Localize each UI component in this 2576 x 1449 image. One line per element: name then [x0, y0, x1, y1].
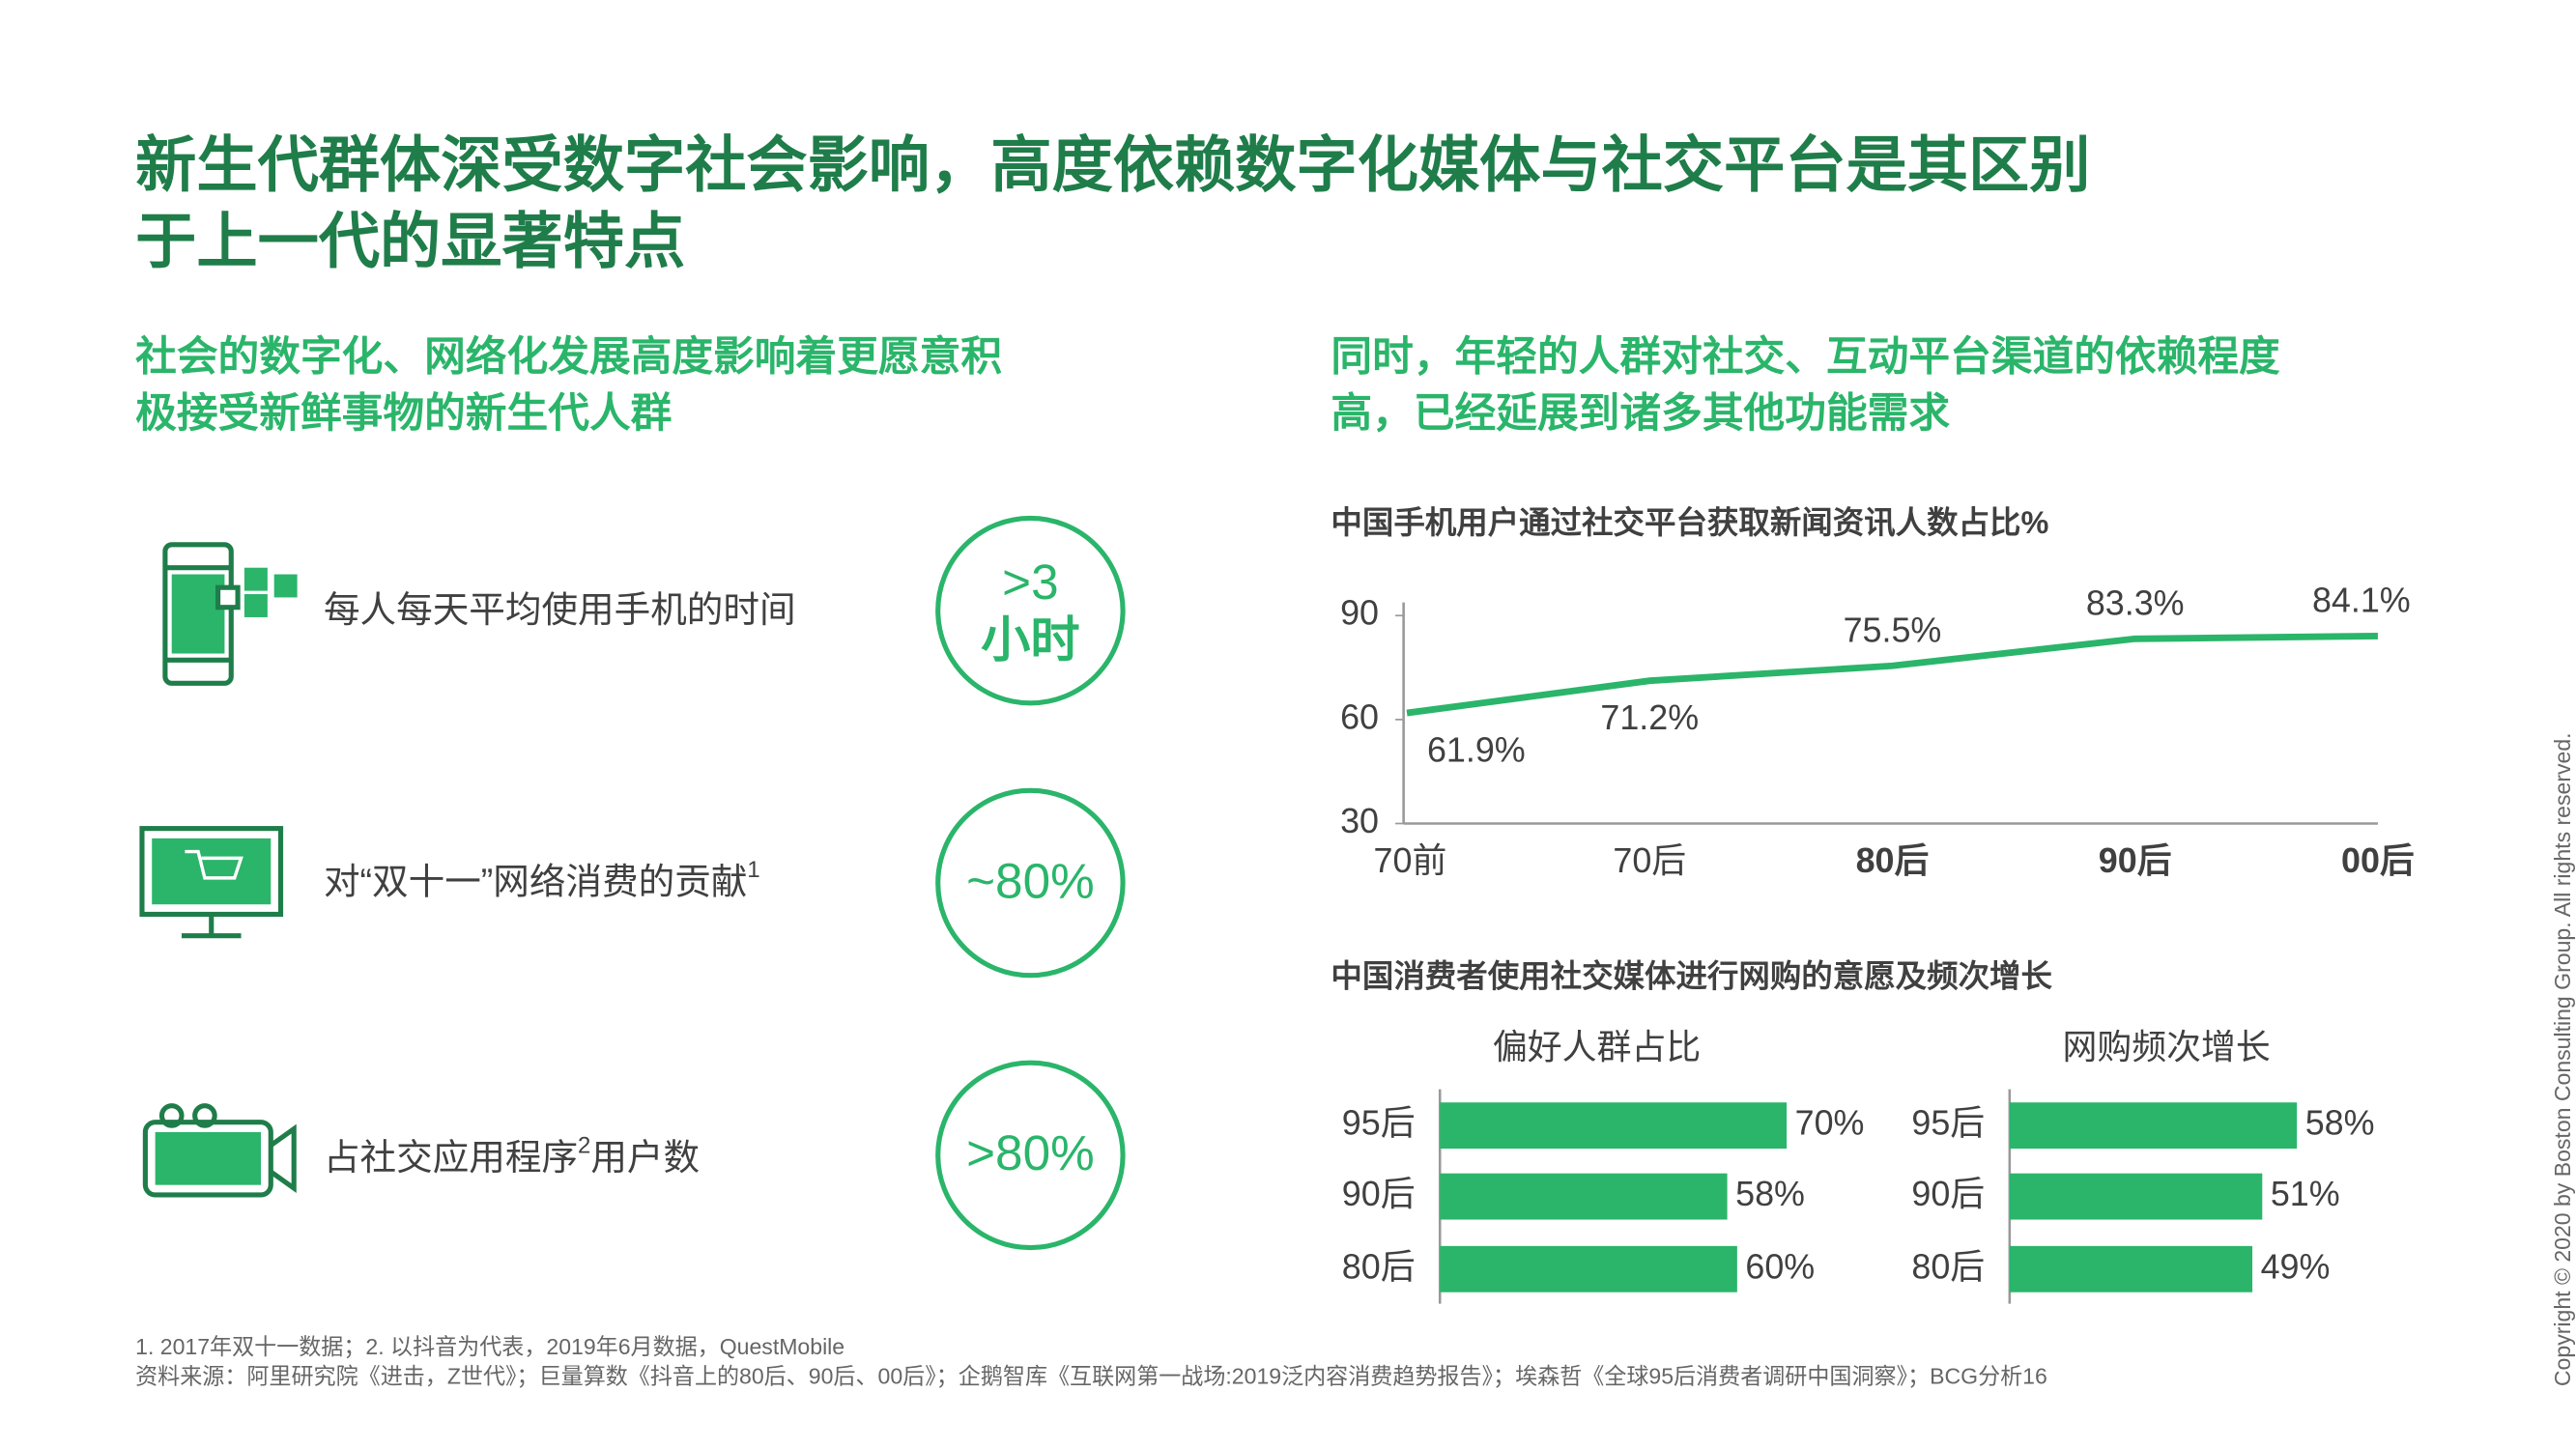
data-label: 84.1% — [2312, 582, 2411, 620]
bar — [2009, 1173, 2263, 1220]
item-text: 用户数 — [590, 1137, 700, 1178]
data-label: 71.2% — [1600, 698, 1699, 737]
bar — [2009, 1245, 2253, 1293]
monitor-icon — [139, 826, 284, 939]
subtitle: 同时，年轻的人群对社交、互动平台渠道的依赖程度 — [1331, 334, 2280, 381]
x-tick-label: 70后 — [1613, 841, 1686, 880]
ring — [935, 1060, 1126, 1251]
item-text: 占社交应用程序2用户数 — [324, 1133, 700, 1178]
x-tick-label: 70前 — [1374, 841, 1447, 880]
chart-title: 偏好人群占比 — [1493, 1028, 1701, 1066]
stat: >80% — [966, 1125, 1095, 1180]
stat: >3 — [1002, 554, 1058, 610]
item-text: 占社交应用程序 — [324, 1137, 578, 1178]
stat: ~80% — [966, 853, 1095, 908]
y-tick-label: 80后 — [1911, 1247, 1985, 1286]
page-number: 16 — [2022, 1364, 2047, 1389]
stat-unit: 小时 — [981, 612, 1080, 668]
y-tick-label: 95后 — [1911, 1104, 1985, 1143]
data-label: 51% — [2271, 1175, 2340, 1213]
item-text: 对“双十一”网络消费的贡献1 — [324, 857, 760, 901]
stat-rings — [935, 515, 1126, 1251]
item-text: 对“双十一”网络消费的贡献 — [324, 862, 747, 902]
data-label: 49% — [2261, 1247, 2331, 1286]
camera-icon — [142, 1103, 297, 1198]
chart-title: 网购频次增长 — [2063, 1028, 2271, 1066]
ring — [935, 787, 1126, 979]
y-tick-label: 90后 — [1911, 1175, 1985, 1213]
line — [1406, 632, 2378, 717]
item-text: 每人每天平均使用手机的时间 — [324, 589, 796, 630]
x-tick-label: 90后 — [2099, 841, 2172, 880]
data-label: 61.9% — [1427, 731, 1526, 770]
y-tick-label: 30 — [1340, 802, 1379, 840]
sources: 资料来源：阿里研究院《进击，Z世代》；巨量算数《抖音上的80后、90后、00后》… — [135, 1364, 2047, 1389]
data-label: 70% — [1795, 1104, 1865, 1143]
y-tick-label: 95后 — [1342, 1104, 1416, 1143]
title: 新生代群体深受数字社会影响，高度依赖数字化媒体与社交平台是其区别 — [135, 132, 2090, 200]
footnote: 1. 2017年双十一数据；2. 以抖音为代表，2019年6月数据，QuestM… — [135, 1334, 844, 1359]
bar — [1440, 1245, 1737, 1293]
copyright: Copyright © 2020 by Boston Consulting Gr… — [2550, 732, 2575, 1386]
data-label: 58% — [1735, 1175, 1805, 1213]
chart-title: 中国手机用户通过社交平台获取新闻资讯人数占比% — [1331, 504, 2048, 540]
bar — [1440, 1102, 1788, 1150]
y-tick-label: 60 — [1340, 697, 1379, 736]
bar — [1440, 1173, 1728, 1220]
data-label: 83.3% — [2086, 584, 2185, 623]
footnote-mark: 1 — [747, 857, 759, 883]
ring — [935, 515, 1126, 706]
subtitle: 高，已经延展到诸多其他功能需求 — [1331, 390, 1950, 437]
subtitle: 社会的数字化、网络化发展高度影响着更愿意积 — [135, 333, 1002, 381]
title: 于上一代的显著特点 — [135, 208, 685, 275]
data-label: 58% — [2305, 1104, 2375, 1143]
sources: 资料来源：阿里研究院《进击，Z世代》；巨量算数《抖音上的80后、90后、00后》… — [135, 1364, 2022, 1389]
y-tick-label: 90 — [1340, 594, 1379, 633]
x-tick-label: 80后 — [1856, 841, 1930, 880]
data-label: 75.5% — [1844, 611, 1942, 650]
phone-icon — [162, 542, 298, 686]
bar — [2009, 1102, 2298, 1150]
section-title: 中国消费者使用社交媒体进行网购的意愿及频次增长 — [1331, 958, 2052, 994]
data-label: 60% — [1745, 1247, 1815, 1286]
footnote-mark: 2 — [578, 1133, 590, 1159]
subtitle: 极接受新鲜事物的新生代人群 — [135, 390, 672, 437]
y-tick-label: 90后 — [1342, 1175, 1416, 1213]
x-tick-label: 00后 — [2341, 841, 2415, 880]
y-tick-label: 80后 — [1342, 1247, 1416, 1286]
